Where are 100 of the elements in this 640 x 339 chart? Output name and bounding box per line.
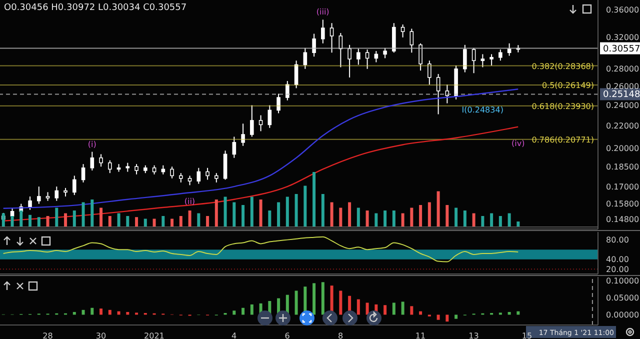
y-tick-label: 0.17000: [606, 182, 640, 192]
bar: [508, 213, 511, 227]
bar: [498, 216, 502, 227]
bar: [214, 200, 218, 227]
bar: [356, 208, 360, 227]
x-tick-label: 11: [415, 332, 426, 339]
bar: [117, 213, 120, 227]
x-tick-label: 6: [284, 332, 290, 339]
candlestick: [303, 47, 308, 70]
candlestick: [356, 48, 360, 66]
candlestick: [214, 172, 218, 183]
candlestick: [472, 47, 476, 74]
candlestick: [436, 74, 440, 115]
candlestick: [374, 50, 378, 63]
bar: [170, 218, 174, 227]
y-tick-label: 0.10000: [606, 276, 640, 286]
bar: [46, 216, 50, 227]
bar: [384, 210, 387, 227]
bar: [37, 217, 40, 227]
bar: [152, 218, 156, 227]
ref-line-label: 0.25148: [603, 90, 640, 100]
bar: [64, 213, 68, 227]
bar: [206, 216, 210, 227]
bar: [82, 202, 85, 227]
bar: [436, 191, 440, 227]
annotation: (iii): [316, 8, 330, 17]
y-tick-label: 0.22000: [606, 122, 640, 131]
bar: [463, 210, 466, 227]
candlestick: [490, 54, 494, 66]
x-tick-label: 28: [42, 332, 53, 339]
candlestick: [134, 164, 138, 175]
candlestick: [250, 104, 254, 138]
bar: [268, 210, 272, 227]
bar: [232, 202, 236, 227]
candlestick: [72, 175, 76, 196]
bar: [481, 216, 484, 227]
y-tick-label: 0.26000: [606, 82, 640, 92]
bar: [126, 216, 130, 227]
x-tick-label: 2021: [144, 332, 164, 339]
candlestick: [268, 104, 272, 128]
x-tick-label: 13: [468, 332, 479, 339]
candlestick: [179, 172, 183, 183]
y-tick-label: 0.28000: [606, 64, 640, 74]
x-tick-label: 8: [338, 332, 344, 339]
candlestick: [241, 123, 245, 146]
bar: [259, 200, 262, 227]
bar: [348, 202, 352, 227]
y-tick-label: 0.14800: [606, 215, 640, 224]
bar: [250, 196, 254, 227]
candlestick: [108, 160, 112, 174]
candlestick: [392, 22, 396, 54]
candlestick: [196, 167, 201, 184]
bar: [294, 194, 298, 227]
candlestick: [321, 19, 325, 44]
bar: [374, 213, 378, 227]
bar: [454, 314, 458, 319]
y-tick-label: 0.15800: [606, 200, 640, 209]
y-tick-label: 0.00000: [606, 310, 640, 320]
candlestick: [188, 175, 192, 186]
bar: [330, 202, 334, 227]
bar: [419, 205, 422, 227]
bar: [384, 305, 387, 315]
candlestick: [170, 166, 174, 179]
ref-line-label: 0.30557: [603, 44, 640, 54]
candlestick: [276, 93, 280, 114]
bar: [304, 186, 307, 227]
bar: [516, 222, 520, 227]
candlestick: [258, 114, 263, 132]
bar: [90, 200, 94, 227]
y-tick-label: 40.00: [606, 255, 629, 264]
annotation: I(0.24834): [462, 106, 504, 115]
candlestick: [312, 33, 316, 58]
candlestick: [428, 60, 432, 86]
bar: [472, 213, 476, 227]
candlestick: [330, 22, 334, 54]
candlestick: [81, 164, 86, 183]
bar: [490, 213, 494, 227]
bar: [2, 213, 5, 227]
y-tick-label: 0.20000: [606, 144, 640, 154]
candlestick: [294, 60, 298, 89]
ref-line-label: 0.5(0.26149): [542, 81, 594, 90]
bar: [28, 214, 32, 227]
candlestick: [206, 167, 210, 180]
candlestick: [99, 154, 103, 168]
bar: [446, 205, 449, 227]
bar: [339, 208, 342, 227]
bar: [179, 216, 182, 227]
bar: [356, 299, 360, 315]
y-tick-label: 0.32000: [606, 33, 640, 42]
annotation: (i): [88, 140, 96, 149]
bar: [242, 308, 245, 315]
bar: [321, 194, 324, 227]
ref-line-label: 0.618(0.23930): [532, 102, 594, 111]
bar: [108, 310, 112, 315]
candlestick: [410, 28, 414, 54]
bar: [321, 282, 324, 315]
y-tick-label: 20.00: [606, 264, 629, 274]
bar: [197, 213, 200, 227]
bar: [232, 310, 236, 315]
bar: [392, 210, 396, 227]
